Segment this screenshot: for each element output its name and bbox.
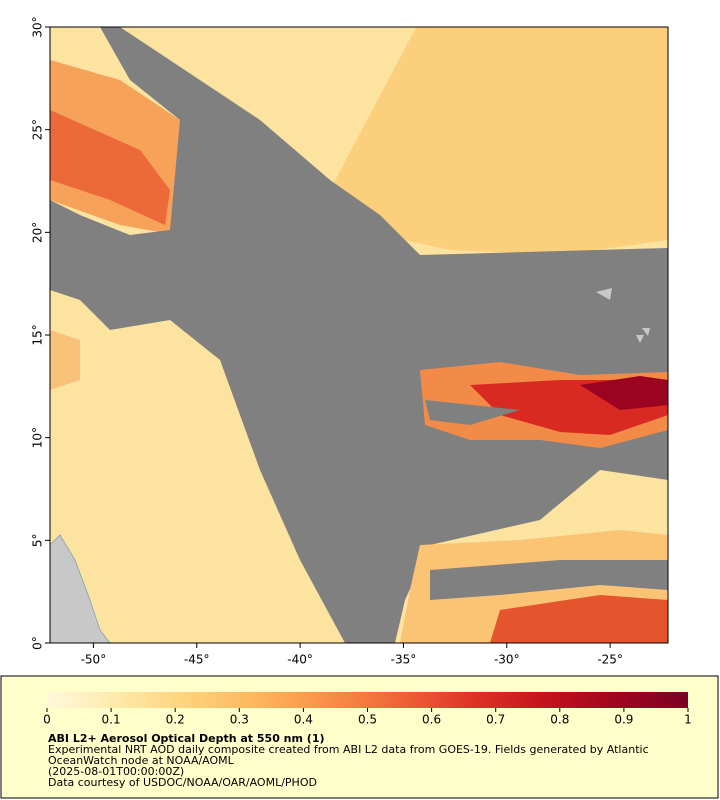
x-tick-label: -35° [391,653,417,667]
colorbar-tick-label: 0.8 [550,713,569,727]
no-data-area [425,400,520,425]
colorbar-tick-label: 0.9 [614,713,633,727]
caption-line: Experimental NRT AOD daily composite cre… [48,743,649,756]
colorbar-tick-label: 0.3 [230,713,249,727]
no-data-area [430,560,668,600]
caption-line: OceanWatch node at NOAA/AOML [48,754,235,767]
map-title: ABI L2+ Aerosol Optical Depth at 550 nm … [48,732,325,745]
y-tick-label: 30° [31,16,45,37]
colorbar-tick-label: 0.1 [102,713,121,727]
aod-plume [330,27,668,255]
aod-plume [490,595,668,643]
colorbar-tick-label: 0.2 [166,713,185,727]
x-tick-label: -30° [494,653,520,667]
colorbar-axis: 0 0.1 0.2 0.3 0.4 0.5 0.6 0.7 0.8 0.9 1 [43,708,692,727]
caption-line: (2025-08-01T00:00:00Z) [48,765,184,778]
x-tick-label: -45° [184,653,210,667]
land [50,534,111,643]
aod-plume [50,330,80,390]
colorbar-tick-label: 0.6 [422,713,441,727]
y-tick-label: 25° [31,119,45,140]
colorbar-tick-label: 1 [684,713,692,727]
y-tick-label: 5° [31,534,45,548]
y-tick-label: 0° [31,636,45,650]
caption-line: Data courtesy of USDOC/NOAA/OAR/AOML/PHO… [48,776,317,789]
colorbar-tick-label: 0.7 [486,713,505,727]
colorbar-tick-label: 0.4 [294,713,313,727]
x-tick-label: -25° [597,653,623,667]
aod-plume [50,110,170,225]
colorbar [47,692,688,708]
y-tick-label: 20° [31,222,45,243]
colorbar-tick-label: 0.5 [358,713,377,727]
colorbar-tick-label: 0 [43,713,51,727]
land [596,288,650,343]
x-tick-label: -40° [287,653,313,667]
y-tick-label: 15° [31,324,45,345]
no-data-area [50,27,668,643]
x-tick-label: -50° [81,653,107,667]
axes: -50° -45° -40° -35° -30° -25° 0° 5° 10° 15° 20° 25°… [31,16,623,666]
aod-plume [580,376,668,410]
map-field [50,27,668,643]
y-tick-label: 10° [31,427,45,448]
